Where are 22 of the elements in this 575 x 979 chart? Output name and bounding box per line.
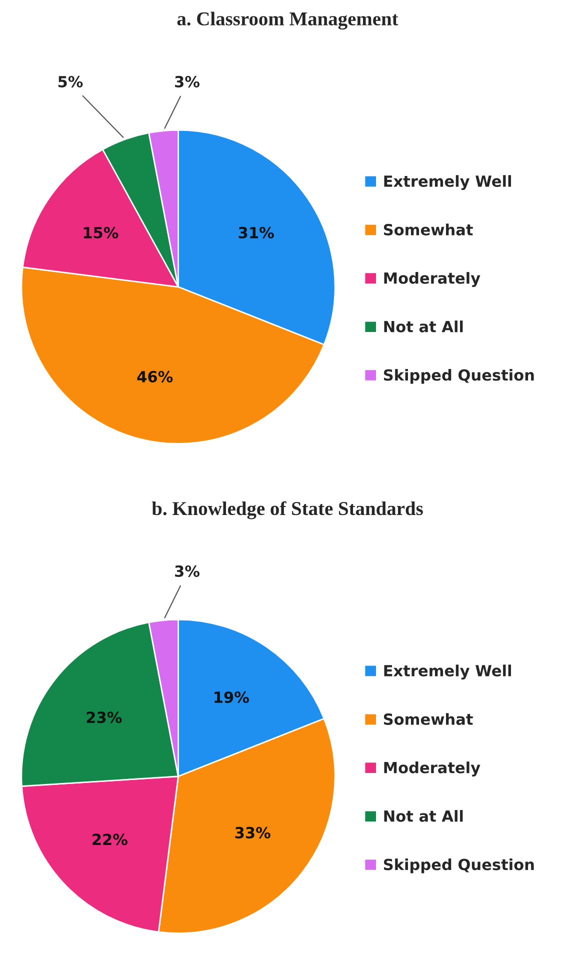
data-label: 33% [235,826,270,838]
legend-label: Moderately [384,272,480,287]
data-label: 5% [58,76,83,88]
data-label: 3% [175,76,200,88]
chart-title: a. Classroom Management [177,12,398,30]
data-label: 31% [238,226,274,238]
data-label: 23% [86,712,122,724]
legend-label: Moderately [384,762,480,776]
legend-label: Skipped Question [384,858,534,874]
data-label: 3% [175,565,200,577]
chart-title: b. Knowledge of State Standards [152,501,423,520]
legend-label: Somewhat [384,224,473,236]
legend-label: Extremely Well [384,664,511,680]
data-label: 22% [92,834,128,846]
legend-label: Not at All [384,320,463,332]
data-label: 19% [214,691,249,703]
legend-label: Extremely Well [384,175,511,190]
legend-label: Not at All [384,810,463,822]
legend-label: Skipped Question [384,368,534,384]
legend-label: Somewhat [384,713,473,725]
data-label: 15% [84,226,118,238]
data-label: 46% [137,370,173,382]
